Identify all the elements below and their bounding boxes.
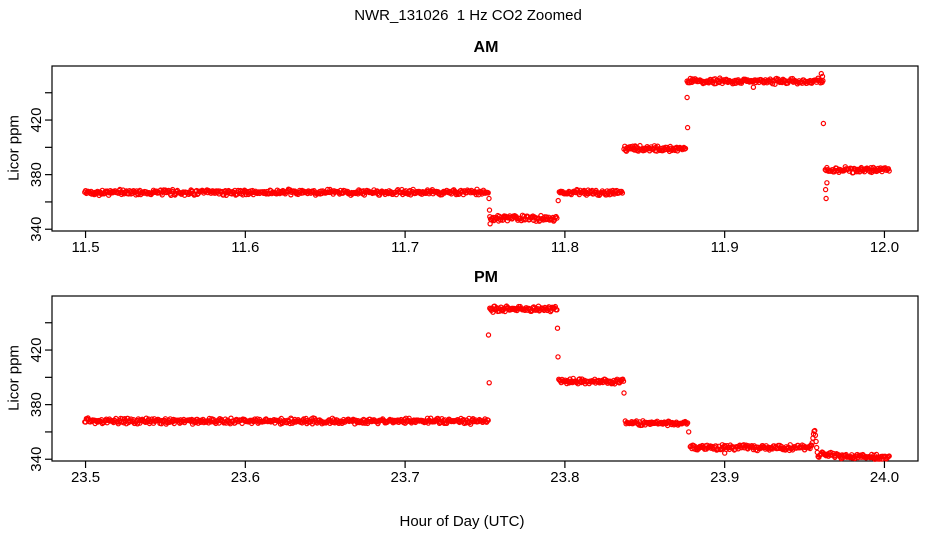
x-tick-label: 11.8 <box>551 239 579 256</box>
outlier-point <box>814 449 821 456</box>
axes-pm: 23.5 23.6 23.7 23.8 23.9 24.0 340 380 420 <box>28 295 919 486</box>
panel-title-pm: PM <box>474 269 498 286</box>
outlier-point <box>823 195 829 202</box>
outlier-point <box>812 432 819 438</box>
x-tick-label: 11.6 <box>231 239 259 256</box>
pm-data-points <box>82 303 892 462</box>
outlier-point <box>487 221 493 227</box>
x-tick-label: 23.9 <box>710 469 739 486</box>
x-tick-label: 11.5 <box>72 239 100 256</box>
outlier-point <box>686 429 692 435</box>
axes-am: 11.5 11.6 11.7 11.8 11.9 12.0 340 380 420 <box>28 65 919 256</box>
y-tick-label: 380 <box>28 392 45 417</box>
outlier-point <box>819 73 826 80</box>
panel-title-am: AM <box>473 39 499 56</box>
x-tick-label: 23.5 <box>71 469 100 486</box>
figure-title: NWR_131026 1 Hz CO2 Zoomed <box>354 7 582 24</box>
outlier-point <box>814 444 820 451</box>
x-tick-label: 11.7 <box>391 239 419 256</box>
x-axis-label: Hour of Day (UTC) <box>399 513 525 530</box>
outlier-point <box>486 195 492 202</box>
outlier-point <box>818 70 825 77</box>
x-tick-label: 23.6 <box>231 469 260 486</box>
plot-box <box>51 295 919 462</box>
x-tick-label: 12.0 <box>870 239 899 256</box>
outlier-point <box>722 450 728 456</box>
y-tick-label: 340 <box>28 217 45 242</box>
am-data-points <box>82 70 892 227</box>
y-tick-label: 420 <box>28 338 45 363</box>
outlier-point <box>486 380 492 386</box>
plot-box <box>51 65 919 232</box>
outlier-point <box>820 120 827 127</box>
outlier-point <box>816 454 822 460</box>
outlier-point <box>750 84 757 91</box>
outlier-point <box>555 197 561 204</box>
outlier-point <box>485 332 492 338</box>
x-tick-label: 23.8 <box>550 469 579 486</box>
x-tick-label: 24.0 <box>870 469 899 486</box>
outlier-point <box>822 186 829 193</box>
x-tick-label: 11.9 <box>711 239 739 256</box>
outlier-point <box>486 207 493 213</box>
outlier-point <box>684 94 690 101</box>
outlier-point <box>824 180 830 186</box>
outlier-point <box>621 390 627 396</box>
outlier-point <box>813 438 819 445</box>
outlier-point <box>554 325 561 331</box>
outlier-point <box>684 124 691 131</box>
y-tick-label: 420 <box>28 108 45 133</box>
y-tick-label: 380 <box>28 162 45 187</box>
y-tick-label: 340 <box>28 447 45 472</box>
outlier-point <box>555 354 561 360</box>
x-tick-label: 23.7 <box>391 469 420 486</box>
